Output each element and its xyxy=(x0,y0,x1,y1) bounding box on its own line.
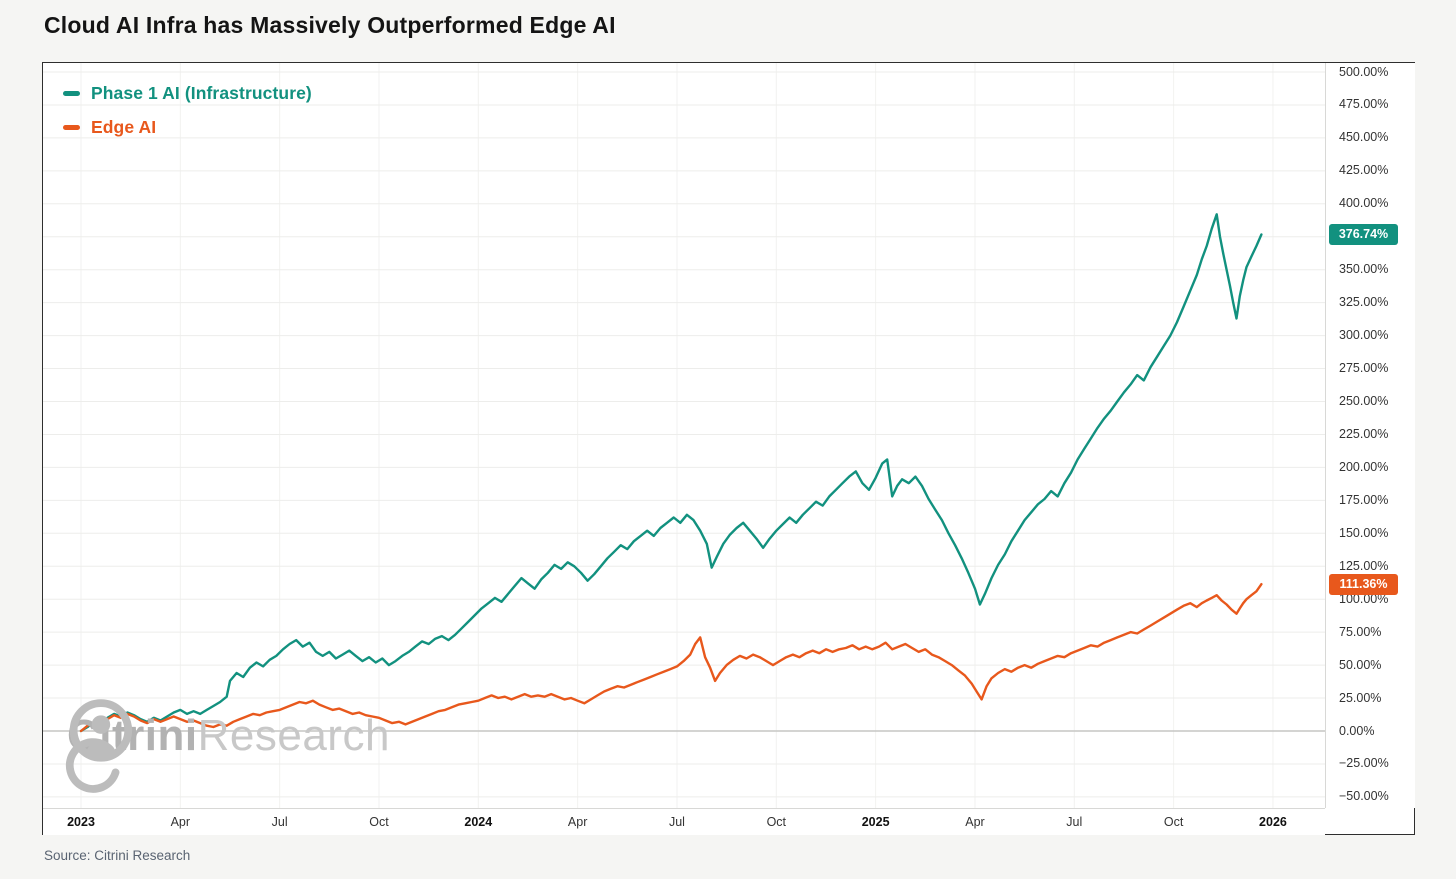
y-tick-label: 275.00% xyxy=(1339,361,1389,376)
edge-line xyxy=(79,583,1263,733)
legend-item-phase1: Phase 1 AI (Infrastructure) xyxy=(63,83,312,104)
edge-legend-dash-icon xyxy=(63,125,80,130)
x-tick-label: 2026 xyxy=(1259,815,1287,829)
chart-card: CitriniResearch Phase 1 AI (Infrastructu… xyxy=(42,62,1415,835)
legend-item-edge: Edge AI xyxy=(63,117,312,138)
x-tick-label: Apr xyxy=(567,815,588,829)
y-tick-label: 475.00% xyxy=(1339,97,1389,112)
x-tick-label: Jul xyxy=(668,815,685,829)
phase1-legend-dash-icon xyxy=(63,91,80,96)
x-tick-label: Oct xyxy=(766,815,787,829)
y-tick-label: 50.00% xyxy=(1339,657,1382,672)
source-caption: Source: Citrini Research xyxy=(44,848,191,863)
phase1-legend-label: Phase 1 AI (Infrastructure) xyxy=(91,83,312,103)
phase1-end-badge: 376.74% xyxy=(1329,223,1398,245)
legend: Phase 1 AI (Infrastructure) Edge AI xyxy=(63,83,312,151)
x-tick-label: Oct xyxy=(369,815,389,829)
chart-canvas xyxy=(43,63,1325,808)
y-tick-label: 450.00% xyxy=(1339,130,1389,145)
x-tick-label: Apr xyxy=(170,815,191,829)
watermark-light: Research xyxy=(197,711,390,760)
x-tick-label: 2024 xyxy=(464,815,493,829)
y-tick-label: 400.00% xyxy=(1339,196,1389,211)
plot-area: CitriniResearch Phase 1 AI (Infrastructu… xyxy=(43,63,1325,808)
page-title: Cloud AI Infra has Massively Outperforme… xyxy=(44,12,616,38)
x-tick-label: Apr xyxy=(965,815,985,829)
y-tick-label: −25.00% xyxy=(1339,756,1389,771)
y-tick-label: 175.00% xyxy=(1339,492,1389,507)
y-tick-label: 225.00% xyxy=(1339,426,1389,441)
x-tick-label: 2025 xyxy=(861,815,890,829)
y-tick-label: 250.00% xyxy=(1339,394,1389,408)
x-tick-label: Jul xyxy=(1066,815,1083,829)
edge-end-badge: 111.36% xyxy=(1329,573,1398,595)
y-tick-label: 300.00% xyxy=(1339,328,1389,343)
y-tick-label: 500.00% xyxy=(1339,64,1389,79)
phase1-line xyxy=(79,213,1263,733)
x-axis: 2023 Apr Jul Oct 2024 Apr Jul Oct 2025 Apr Jul Oct 2… xyxy=(43,808,1325,835)
x-tick-label: Oct xyxy=(1163,815,1184,829)
y-tick-label: 150.00% xyxy=(1339,525,1389,540)
y-tick-label: 25.00% xyxy=(1339,690,1382,705)
y-tick-label: 425.00% xyxy=(1339,163,1389,178)
y-tick-label: 350.00% xyxy=(1339,262,1389,277)
y-tick-label: 100.00% xyxy=(1339,591,1389,606)
citrini-logo-icon xyxy=(65,699,133,793)
y-axis: −50.00% −25.00% 0.00% 25.00% 50.00% 75.00% 100… xyxy=(1325,63,1415,808)
y-tick-label: 125.00% xyxy=(1339,558,1389,573)
y-tick-label: −50.00% xyxy=(1339,789,1389,804)
watermark: CitriniResearch xyxy=(59,697,390,793)
edge-legend-label: Edge AI xyxy=(91,117,157,137)
y-tick-label: 0.00% xyxy=(1339,723,1375,738)
y-tick-label: 200.00% xyxy=(1339,459,1389,474)
x-tick-label: 2023 xyxy=(67,815,95,829)
y-tick-label: 325.00% xyxy=(1339,295,1389,310)
y-tick-label: 75.00% xyxy=(1339,624,1382,639)
x-tick-label: Jul xyxy=(271,815,288,829)
